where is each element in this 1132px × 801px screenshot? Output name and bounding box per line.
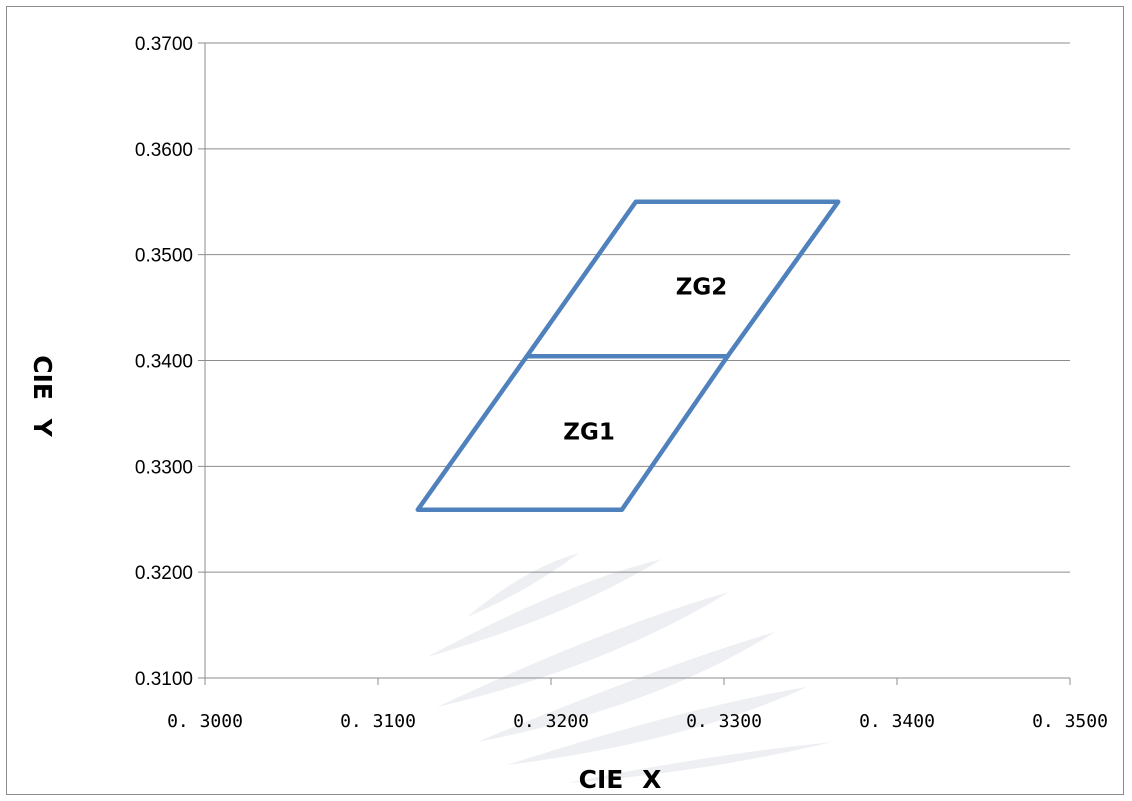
series-layer [415,199,841,512]
x-axis-ticks: 0. 3000 0. 3100 0. 3200 0. 3300 0. 3400 0. 35… [167,678,1108,732]
axes [204,43,1070,679]
x-tick-label: 0. 3100 [340,711,416,732]
y-tick-label: 0.3200 [135,563,193,584]
series-line-zg2 [524,199,841,359]
watermark-swooshes [427,553,832,783]
y-tick-label: 0.3500 [135,246,193,267]
region-label-zg2: ZG2 [676,274,728,300]
x-axis-title: CIE X [579,765,662,794]
chart-frame: 0.3100 0.3200 0.3300 0.3400 0.3500 0.3600 0.37… [6,6,1124,795]
region-label-zg1: ZG1 [563,419,615,445]
x-tick-label: 0. 3500 [1032,711,1108,732]
y-tick-label: 0.3700 [135,34,193,55]
y-tick-label: 0.3100 [135,669,193,690]
region-labels: ZG1 ZG2 [563,274,727,445]
chart: 0.3100 0.3200 0.3300 0.3400 0.3500 0.3600 0.37… [28,34,1108,794]
y-axis-ticks: 0.3100 0.3200 0.3300 0.3400 0.3500 0.3600 0.37… [135,34,193,690]
y-tick-label: 0.3300 [135,457,193,478]
y-axis-title: CIE Y [28,355,57,437]
watermark-swoosh-4 [477,632,775,742]
x-tick-label: 0. 3400 [859,711,935,732]
y-tick-label: 0.3400 [135,352,193,373]
x-tick-label: 0. 3300 [686,711,762,732]
gridlines [198,42,1070,679]
watermark-swoosh-5 [507,687,807,765]
y-tick-label: 0.3600 [135,140,193,161]
watermark-swoosh-1 [467,553,579,617]
x-tick-label: 0. 3200 [513,711,589,732]
x-tick-label: 0. 3000 [167,711,243,732]
watermark-swoosh-2 [427,559,662,657]
watermark-swoosh-6 [567,742,832,783]
